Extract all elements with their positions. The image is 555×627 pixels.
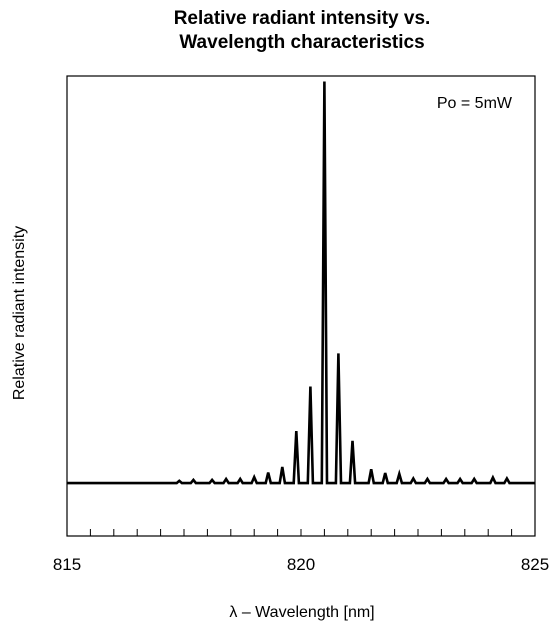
x-minor-ticks <box>89 529 513 536</box>
x-tick-labels: 815 820 825 <box>53 555 549 574</box>
spectrum-line <box>67 81 535 485</box>
plot-frame <box>66 75 536 537</box>
chart-title-line-2: Wavelength characteristics <box>179 32 424 53</box>
x-tick-label: 820 <box>287 555 315 574</box>
x-tick-label: 815 <box>53 555 81 574</box>
x-tick-label: 825 <box>521 555 549 574</box>
x-axis-label: λ – Wavelength [nm] <box>229 604 374 621</box>
power-annotation: Po = 5mW <box>437 95 513 112</box>
y-axis-label: Relative radiant intensity <box>11 226 28 400</box>
chart-title-line-1: Relative radiant intensity vs. <box>174 8 431 29</box>
